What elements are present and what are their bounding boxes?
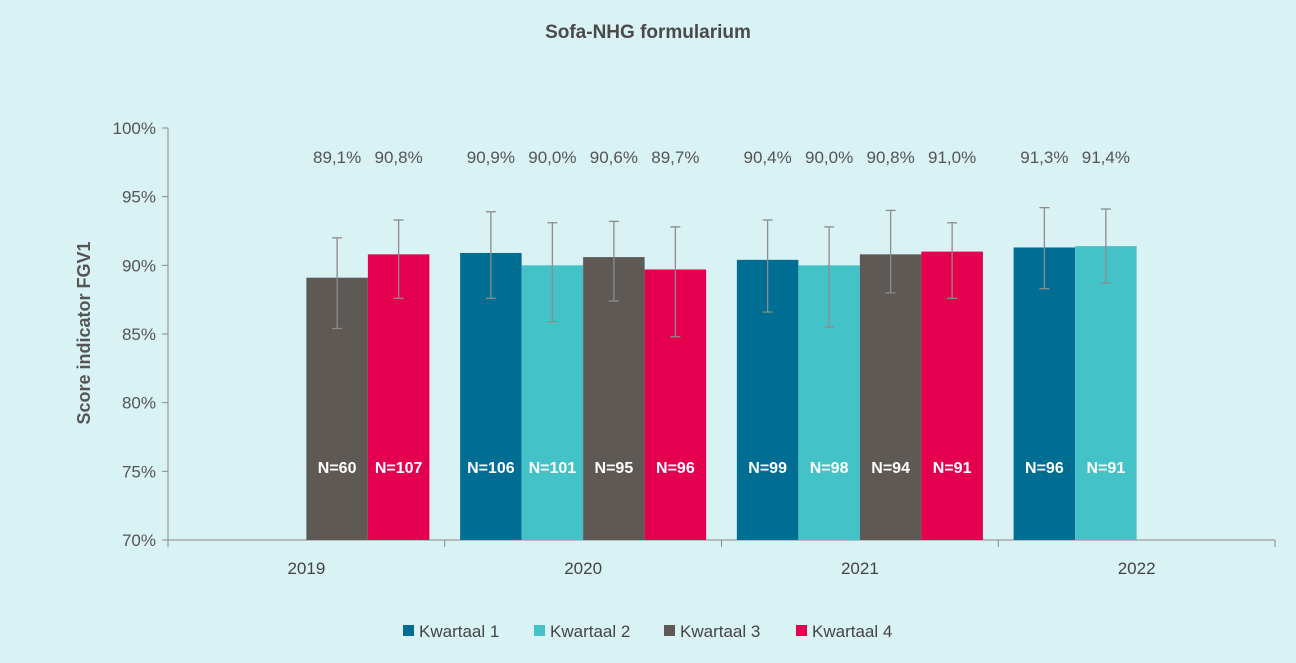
legend-swatch xyxy=(534,625,545,636)
chart-title: Sofa-NHG formularium xyxy=(545,22,751,43)
legend-swatch xyxy=(664,625,675,636)
value-label: 90,8% xyxy=(867,148,915,167)
legend-label: Kwartaal 2 xyxy=(550,622,630,641)
value-label: 90,9% xyxy=(467,148,515,167)
value-label: 91,0% xyxy=(928,148,976,167)
n-label: N=106 xyxy=(467,460,515,477)
y-axis-label: Score indicator FGV1 xyxy=(74,241,94,424)
y-tick-label: 70% xyxy=(122,531,156,550)
n-label: N=96 xyxy=(1025,460,1064,477)
bar xyxy=(367,254,430,540)
legend-item: Kwartaal 3 xyxy=(664,622,760,641)
y-tick-label: 85% xyxy=(122,325,156,344)
value-label: 89,7% xyxy=(651,148,699,167)
n-label: N=60 xyxy=(318,460,357,477)
bar xyxy=(921,251,983,540)
n-label: N=101 xyxy=(529,460,577,477)
n-label: N=91 xyxy=(1087,460,1126,477)
legend-swatch xyxy=(403,625,414,636)
x-tick-label: 2021 xyxy=(841,559,879,578)
legend-label: Kwartaal 3 xyxy=(680,622,760,641)
n-label: N=98 xyxy=(810,460,849,477)
legend-item: Kwartaal 2 xyxy=(534,622,630,641)
n-label: N=95 xyxy=(595,460,634,477)
value-label: 89,1% xyxy=(313,148,361,167)
legend-label: Kwartaal 4 xyxy=(812,622,892,641)
legend-swatch xyxy=(796,625,807,636)
axes: 70% 75% 80% 85% 90% 95% 100% 2019 2020 2021 2022 xyxy=(113,119,1276,578)
legend-label: Kwartaal 1 xyxy=(419,622,499,641)
bar xyxy=(460,252,522,540)
value-label: 90,0% xyxy=(805,148,853,167)
value-label: 90,8% xyxy=(375,148,423,167)
y-tick-label: 80% xyxy=(122,394,156,413)
value-label: 91,4% xyxy=(1082,148,1130,167)
legend: Kwartaal 1 Kwartaal 2 Kwartaal 3 Kwartaal 4 xyxy=(403,622,892,641)
bar xyxy=(1075,246,1137,540)
n-label: N=99 xyxy=(748,460,787,477)
y-tick-label: 100% xyxy=(113,119,156,138)
bar xyxy=(583,257,645,540)
x-tick-label: 2019 xyxy=(287,559,325,578)
value-label: 90,6% xyxy=(590,148,638,167)
n-label: N=96 xyxy=(656,460,695,477)
legend-item: Kwartaal 4 xyxy=(796,622,892,641)
n-label: N=107 xyxy=(375,460,423,477)
legend-item: Kwartaal 1 xyxy=(403,622,499,641)
y-tick-label: 75% xyxy=(122,462,156,481)
value-label: 91,3% xyxy=(1020,148,1068,167)
value-label: 90,0% xyxy=(528,148,576,167)
bar xyxy=(859,254,922,540)
x-tick-label: 2020 xyxy=(564,559,602,578)
x-tick-label: 2022 xyxy=(1118,559,1156,578)
n-label: N=94 xyxy=(871,460,910,477)
value-label: 90,4% xyxy=(744,148,792,167)
n-label: N=91 xyxy=(933,460,972,477)
bars: 89,1% N=60 90,8% N=107 90,9% N=106 90,0% N=101 9… xyxy=(306,148,1137,541)
y-tick-label: 90% xyxy=(122,256,156,275)
bar xyxy=(1013,247,1076,541)
y-tick-label: 95% xyxy=(122,188,156,207)
